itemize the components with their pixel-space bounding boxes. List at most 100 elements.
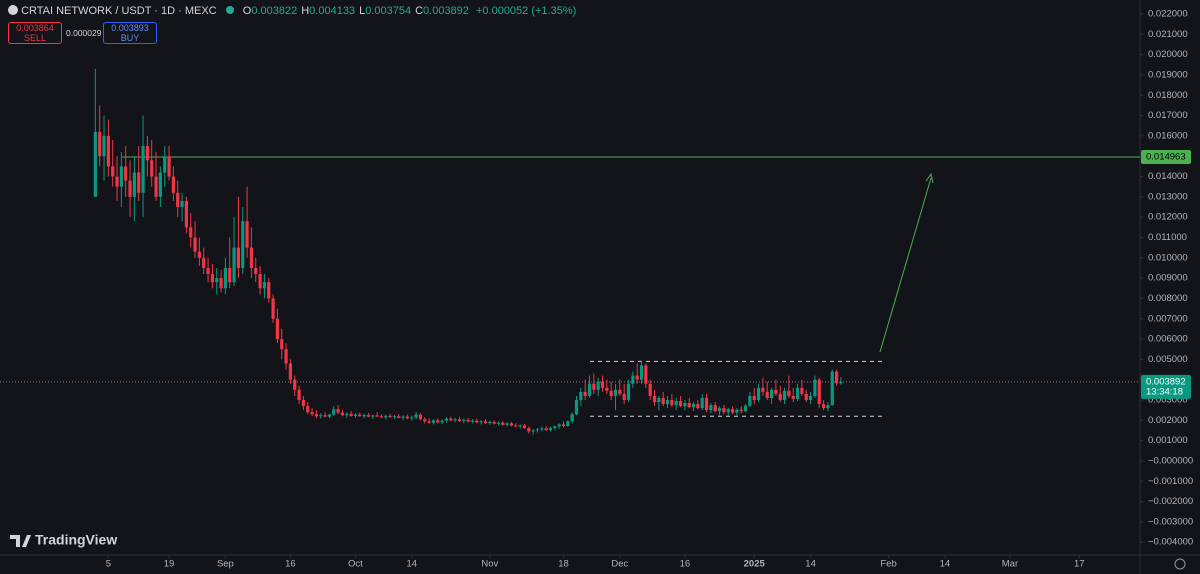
candle-body (631, 375, 635, 384)
x-tick-label: 14 (940, 559, 951, 570)
candle-body (570, 414, 574, 422)
y-tick-label: 0.002000 (1148, 415, 1188, 426)
candle-body (557, 424, 561, 427)
candle-body (661, 397, 665, 405)
candle-body (241, 221, 245, 268)
settings-icon[interactable] (1174, 558, 1186, 570)
candle-body (427, 421, 431, 423)
candle-body (600, 381, 605, 388)
candle-body (652, 395, 657, 403)
candle-body (388, 415, 392, 418)
y-tick-label: 0.011000 (1148, 232, 1187, 243)
candle-body (184, 200, 188, 228)
candle-body (293, 379, 297, 390)
candle-body (323, 415, 327, 417)
candle-body (501, 422, 505, 425)
candle-body (622, 393, 626, 400)
candle-body (475, 420, 479, 423)
candle-body (431, 420, 436, 423)
projection-arrow (879, 177, 932, 353)
ohlc-values: O0.003822 H0.004133 L0.003754 C0.003892 (243, 5, 473, 17)
candle-body (366, 415, 371, 417)
candle-body (548, 428, 553, 431)
candle-body (462, 419, 466, 422)
candle-body (618, 389, 622, 394)
y-tick-label: 0.016000 (1148, 130, 1188, 141)
candle-body (756, 387, 761, 400)
buy-button[interactable]: 0.003893 BUY (103, 22, 157, 44)
ohlc-value: 0.003892 (423, 5, 469, 17)
candle-body (713, 405, 717, 412)
candle-body (635, 375, 639, 380)
candle-body (748, 395, 752, 406)
candle-body (813, 379, 817, 396)
candle-body (215, 278, 219, 283)
candle-body (488, 421, 492, 424)
candle-body (535, 429, 540, 431)
candle-body (384, 415, 388, 418)
x-tick-label: 17 (1074, 559, 1085, 570)
candle-body (674, 401, 678, 406)
candle-body (566, 421, 570, 427)
candle-body (232, 247, 236, 283)
candle-body (609, 390, 613, 396)
candle-body (353, 414, 358, 416)
status-dot (225, 6, 234, 14)
candle-body (288, 363, 293, 380)
candle-body (275, 318, 280, 340)
candle-body (271, 298, 275, 319)
candle-body (405, 416, 410, 419)
candle-body (254, 267, 258, 275)
x-tick-label: Feb (880, 559, 896, 570)
candle-body (262, 282, 267, 289)
candle-body (332, 409, 336, 415)
candle-body (709, 405, 713, 411)
ohlc-label: O (242, 5, 252, 17)
candle-body (284, 349, 288, 364)
candle-body (561, 424, 566, 427)
candle-body (769, 389, 774, 398)
y-tick-label: 0.005000 (1148, 354, 1188, 365)
candle-body (540, 428, 544, 430)
candle-body (371, 415, 375, 417)
x-tick-label: 18 (558, 559, 569, 570)
candle-body (132, 172, 136, 197)
y-tick-label: −0.000000 (1148, 455, 1193, 466)
candle-body (839, 381, 843, 384)
candle-body (752, 395, 756, 400)
candle-body (527, 428, 531, 432)
last-price-box (1141, 374, 1191, 399)
candle-body (228, 267, 232, 283)
candle-body (596, 381, 600, 390)
candle-body (496, 422, 501, 424)
y-tick-label: 0.022000 (1148, 9, 1188, 20)
arrow-head (925, 172, 934, 184)
candle-body (479, 421, 483, 423)
candle-body (457, 419, 462, 422)
candle-body (726, 409, 730, 413)
candle-body (392, 416, 397, 418)
candle-body (553, 426, 557, 429)
candle-body (154, 176, 158, 197)
candle-body (483, 421, 488, 424)
candle-body (787, 390, 791, 396)
sell-button[interactable]: 0.003864 SELL (8, 22, 62, 44)
candle-body (518, 425, 522, 427)
candle-body (119, 166, 123, 187)
candle-body (141, 146, 145, 193)
candle-body (115, 176, 119, 187)
candle-body (397, 416, 401, 418)
candle-body (163, 156, 167, 173)
candle-body (189, 227, 193, 238)
candle-body (327, 414, 332, 417)
candle-body (605, 387, 609, 391)
y-tick-label: 0.020000 (1148, 49, 1188, 60)
candle-body (418, 414, 423, 420)
candle-body (206, 267, 210, 275)
candle-body (176, 192, 180, 208)
x-tick-label: Sep (217, 559, 234, 570)
candle-body (778, 393, 782, 400)
x-tick-label: Dec (611, 559, 628, 570)
y-tick-label: 0.007000 (1148, 313, 1188, 324)
